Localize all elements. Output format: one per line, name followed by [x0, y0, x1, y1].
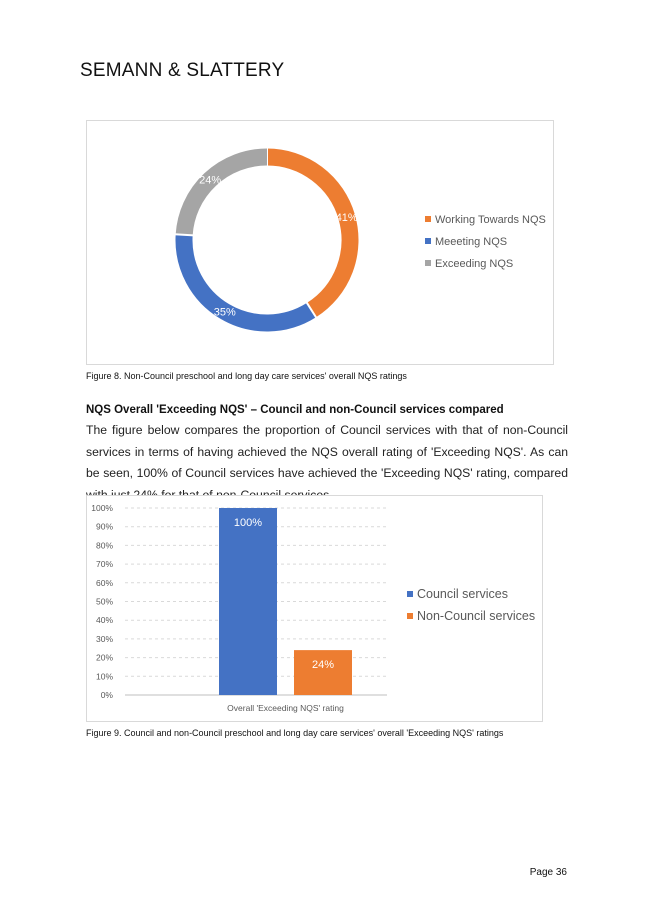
donut-separator-2: [174, 233, 194, 237]
figure-8-chart: 41% 35% 24% Working Towards NQS Meeeting NQS…: [86, 120, 554, 365]
donut-data-label-1: 35%: [214, 306, 236, 318]
x-category-label: Overall 'Exceeding NQS' rating: [227, 703, 344, 713]
legend-swatch-1: [425, 238, 431, 244]
y-tick-label: 30%: [96, 634, 113, 644]
legend-label-2: Exceeding NQS: [435, 258, 513, 270]
figure-8-caption: Figure 8. Non-Council preschool and long…: [86, 371, 407, 381]
donut-data-label-0: 41%: [336, 212, 358, 224]
figure-9-caption: Figure 9. Council and non-Council presch…: [86, 728, 504, 738]
donut-slice-0: [266, 148, 359, 318]
donut-slice-1: [175, 234, 317, 332]
bar-data-label-0: 100%: [234, 517, 262, 529]
figure-9-chart: 0% 10% 20% 30% 40% 50% 60% 70% 80% 90% 100% 100% Cou…: [86, 495, 543, 722]
bar-data-label-1: 24%: [312, 659, 334, 671]
donut-data-label-2: 24%: [199, 174, 221, 186]
bar-0: [219, 508, 277, 695]
bar-chart: 0% 10% 20% 30% 40% 50% 60% 70% 80% 90% 100% 100% Cou…: [91, 503, 535, 713]
y-tick-label: 10%: [96, 671, 113, 681]
y-tick-label: 20%: [96, 653, 113, 663]
donut-slice-2: [175, 148, 268, 236]
y-tick-label: 60%: [96, 578, 113, 588]
y-tick-label: 70%: [96, 559, 113, 569]
legend-label-1: Non-Council services: [417, 609, 535, 623]
legend-swatch-0: [425, 216, 431, 222]
y-tick-label: 90%: [96, 522, 113, 532]
legend-swatch-0: [407, 591, 413, 597]
legend-label-0: Council services: [417, 587, 508, 601]
legend-swatch-1: [407, 613, 413, 619]
legend-swatch-2: [425, 260, 431, 266]
page-number: Page 36: [529, 867, 567, 878]
legend-label-1: Meeeting NQS: [435, 236, 507, 248]
brand-logo: SEMANN & SLATTERY: [80, 60, 285, 81]
y-tick-label: 100%: [91, 503, 113, 513]
y-tick-label: 0%: [101, 690, 114, 700]
legend-label-0: Working Towards NQS: [435, 214, 546, 226]
section-heading: NQS Overall 'Exceeding NQS' – Council an…: [86, 404, 504, 416]
y-tick-label: 40%: [96, 615, 113, 625]
donut-separator-1: [305, 301, 318, 319]
y-tick-label: 80%: [96, 540, 113, 550]
section-body: The figure below compares the proportion…: [86, 423, 568, 502]
bar-1: [294, 650, 352, 695]
y-tick-label: 50%: [96, 597, 113, 607]
donut-chart: 41% 35% 24% Working Towards NQS Meeeting NQS…: [174, 147, 546, 332]
